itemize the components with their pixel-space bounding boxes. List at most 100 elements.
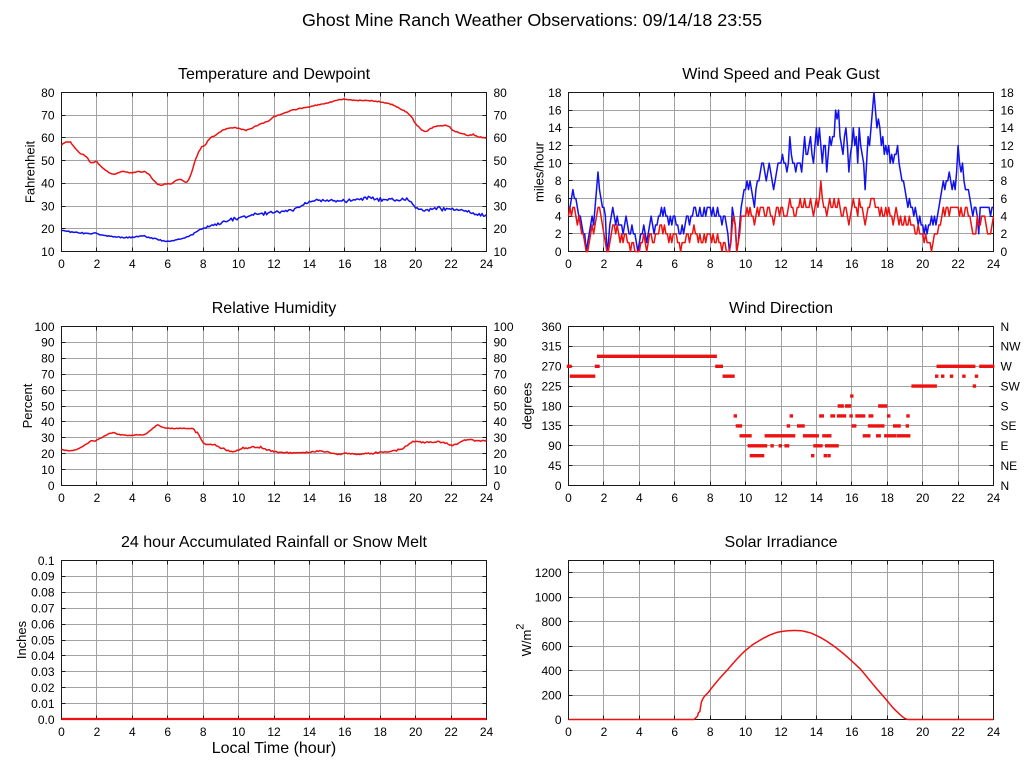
- svg-text:N: N: [1001, 320, 1010, 334]
- svg-text:SW: SW: [1001, 379, 1021, 393]
- svg-text:12: 12: [774, 491, 788, 505]
- svg-text:W/m2: W/m2: [515, 624, 535, 657]
- svg-text:0: 0: [555, 245, 562, 259]
- svg-text:50: 50: [41, 154, 55, 168]
- svg-text:10: 10: [739, 491, 753, 505]
- svg-text:24: 24: [480, 725, 494, 739]
- svg-text:225: 225: [541, 379, 561, 393]
- svg-text:0: 0: [565, 725, 572, 739]
- svg-text:4: 4: [1001, 209, 1008, 223]
- svg-text:4: 4: [636, 725, 643, 739]
- svg-text:10: 10: [739, 725, 753, 739]
- svg-text:0.06: 0.06: [31, 617, 55, 631]
- svg-text:20: 20: [409, 725, 423, 739]
- svg-text:18: 18: [374, 257, 388, 271]
- svg-text:8: 8: [707, 257, 714, 271]
- svg-text:800: 800: [541, 615, 561, 629]
- svg-text:30: 30: [494, 431, 508, 445]
- svg-text:360: 360: [541, 320, 561, 334]
- svg-text:22: 22: [444, 725, 458, 739]
- svg-text:20: 20: [916, 491, 930, 505]
- svg-text:SE: SE: [1001, 419, 1017, 433]
- svg-text:40: 40: [41, 177, 55, 191]
- svg-text:135: 135: [541, 419, 561, 433]
- svg-text:40: 40: [494, 177, 508, 191]
- svg-text:20: 20: [409, 257, 423, 271]
- svg-text:12: 12: [267, 257, 281, 271]
- svg-text:0.0: 0.0: [38, 713, 55, 727]
- svg-text:0: 0: [565, 257, 572, 271]
- svg-text:80: 80: [494, 86, 508, 100]
- svg-text:24: 24: [987, 491, 1001, 505]
- svg-text:60: 60: [494, 131, 508, 145]
- svg-text:14: 14: [548, 121, 562, 135]
- svg-text:2: 2: [601, 725, 608, 739]
- svg-text:80: 80: [41, 352, 55, 366]
- svg-text:E: E: [1001, 439, 1009, 453]
- svg-text:Local Time (hour): Local Time (hour): [212, 740, 337, 757]
- svg-text:2: 2: [94, 725, 101, 739]
- svg-text:6: 6: [671, 491, 678, 505]
- svg-text:8: 8: [200, 257, 207, 271]
- svg-text:24: 24: [987, 725, 1001, 739]
- svg-text:18: 18: [374, 491, 388, 505]
- svg-text:80: 80: [494, 352, 508, 366]
- svg-text:20: 20: [494, 447, 508, 461]
- svg-text:Percent: Percent: [20, 383, 35, 428]
- svg-text:0: 0: [58, 257, 65, 271]
- svg-text:70: 70: [494, 368, 508, 382]
- svg-text:0.08: 0.08: [31, 586, 55, 600]
- svg-text:Wind Speed and Peak Gust: Wind Speed and Peak Gust: [682, 66, 880, 83]
- svg-text:6: 6: [164, 257, 171, 271]
- svg-text:18: 18: [881, 491, 895, 505]
- svg-text:10: 10: [232, 491, 246, 505]
- svg-text:90: 90: [548, 439, 562, 453]
- svg-text:1200: 1200: [535, 566, 562, 580]
- svg-text:20: 20: [916, 725, 930, 739]
- svg-text:16: 16: [845, 725, 859, 739]
- svg-text:20: 20: [409, 491, 423, 505]
- svg-text:0.07: 0.07: [31, 602, 55, 616]
- svg-text:8: 8: [1001, 174, 1008, 188]
- svg-text:45: 45: [548, 459, 562, 473]
- svg-text:10: 10: [1001, 156, 1015, 170]
- svg-text:20: 20: [916, 257, 930, 271]
- svg-text:Solar Irradiance: Solar Irradiance: [725, 534, 838, 551]
- svg-text:degrees: degrees: [520, 382, 535, 429]
- svg-text:12: 12: [774, 257, 788, 271]
- svg-text:12: 12: [548, 139, 562, 153]
- svg-text:10: 10: [41, 463, 55, 477]
- svg-text:2: 2: [94, 491, 101, 505]
- svg-text:6: 6: [1001, 192, 1008, 206]
- svg-text:315: 315: [541, 340, 561, 354]
- svg-text:Relative Humidity: Relative Humidity: [212, 300, 336, 317]
- svg-text:4: 4: [636, 491, 643, 505]
- svg-text:16: 16: [1001, 103, 1015, 117]
- svg-text:6: 6: [671, 257, 678, 271]
- svg-text:14: 14: [810, 725, 824, 739]
- svg-text:Inches: Inches: [14, 620, 29, 659]
- svg-text:180: 180: [541, 399, 561, 413]
- svg-text:N: N: [1001, 479, 1010, 493]
- svg-text:8: 8: [707, 491, 714, 505]
- svg-text:8: 8: [707, 725, 714, 739]
- svg-text:60: 60: [41, 383, 55, 397]
- svg-text:W: W: [1001, 360, 1013, 374]
- svg-text:20: 20: [494, 222, 508, 236]
- svg-text:0: 0: [494, 479, 501, 493]
- svg-text:10: 10: [232, 725, 246, 739]
- svg-text:30: 30: [41, 199, 55, 213]
- svg-text:S: S: [1001, 399, 1009, 413]
- svg-text:0: 0: [58, 725, 65, 739]
- svg-text:NE: NE: [1001, 459, 1018, 473]
- svg-text:22: 22: [444, 257, 458, 271]
- svg-text:18: 18: [881, 725, 895, 739]
- svg-text:4: 4: [129, 725, 136, 739]
- svg-text:40: 40: [41, 415, 55, 429]
- svg-text:0.04: 0.04: [31, 649, 55, 663]
- svg-text:8: 8: [555, 174, 562, 188]
- svg-text:4: 4: [129, 257, 136, 271]
- svg-text:18: 18: [1001, 86, 1015, 100]
- svg-text:100: 100: [34, 320, 54, 334]
- svg-text:2: 2: [601, 257, 608, 271]
